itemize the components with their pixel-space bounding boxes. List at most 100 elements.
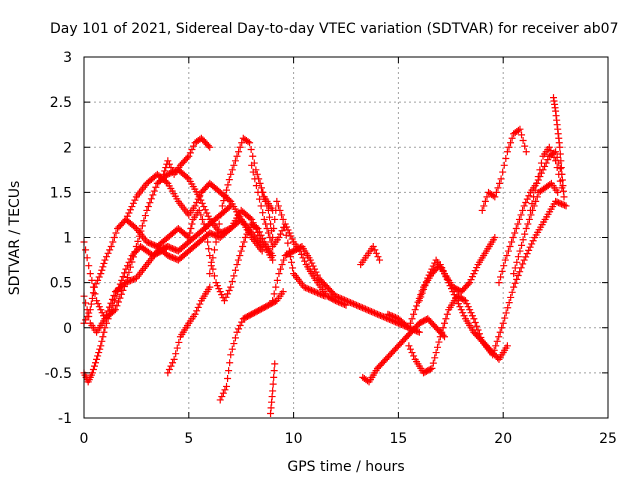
data-point	[360, 304, 368, 312]
data-point	[301, 257, 309, 265]
data-point	[92, 359, 100, 367]
data-point	[415, 328, 423, 336]
data-point	[363, 306, 371, 314]
data-point	[355, 302, 363, 310]
data-point	[303, 284, 311, 292]
data-point	[378, 312, 386, 320]
data-point	[103, 253, 111, 261]
data-point	[270, 224, 278, 232]
data-point	[207, 230, 215, 238]
data-point	[519, 260, 527, 268]
data-point	[113, 302, 121, 310]
data-point	[522, 199, 530, 207]
data-point	[209, 265, 217, 273]
data-point	[152, 183, 160, 191]
y-axis-label: SDTVAR / TECUs	[7, 181, 23, 296]
data-point	[275, 270, 283, 278]
data-point	[501, 256, 509, 264]
data-point	[561, 201, 569, 209]
data-point	[223, 382, 231, 390]
data-point	[477, 334, 485, 342]
data-point	[502, 155, 510, 163]
data-point	[257, 184, 265, 192]
data-point	[505, 299, 513, 307]
y-tick-label: 2.5	[50, 95, 72, 111]
data-point	[191, 202, 199, 210]
data-point	[93, 297, 101, 305]
data-point	[411, 306, 419, 314]
data-point	[185, 234, 193, 241]
data-point	[216, 396, 224, 404]
data-point	[233, 261, 241, 269]
data-point	[269, 234, 277, 241]
data-point	[204, 212, 212, 220]
data-point	[212, 238, 220, 246]
data-point	[167, 164, 175, 172]
data-point	[467, 309, 475, 317]
data-point	[204, 238, 212, 246]
data-point	[149, 191, 157, 199]
data-point	[375, 311, 383, 319]
data-point	[265, 213, 273, 221]
data-point	[279, 288, 287, 296]
data-point	[313, 271, 321, 279]
data-point	[526, 243, 534, 251]
data-point	[504, 304, 512, 312]
data-point	[207, 262, 215, 270]
data-point	[418, 289, 426, 297]
data-point	[270, 373, 278, 381]
data-point	[308, 286, 316, 294]
y-tick-label: 1	[63, 231, 72, 247]
data-point	[468, 312, 476, 320]
data-point	[284, 239, 292, 247]
data-point	[230, 161, 238, 169]
data-point	[406, 319, 414, 327]
data-point	[560, 193, 568, 201]
data-point	[209, 254, 217, 262]
data-point	[366, 307, 374, 315]
data-point	[215, 233, 223, 241]
data-point	[186, 229, 194, 237]
data-point	[508, 238, 516, 246]
data-point	[257, 231, 265, 239]
data-point	[226, 359, 234, 367]
data-point	[278, 261, 286, 269]
data-point	[233, 328, 241, 336]
data-point	[228, 166, 236, 174]
data-point	[514, 220, 522, 228]
data-point	[503, 148, 511, 156]
data-point	[528, 240, 536, 248]
data-point	[432, 349, 440, 357]
data-point	[520, 256, 528, 264]
data-point	[106, 310, 114, 318]
data-point	[129, 199, 137, 207]
data-point	[333, 293, 341, 301]
data-point	[220, 297, 228, 305]
data-point	[272, 283, 280, 291]
data-point	[98, 337, 106, 345]
x-tick-label: 5	[184, 431, 193, 447]
data-point	[213, 282, 221, 290]
axis-ticks	[83, 56, 609, 419]
data-point	[367, 308, 375, 316]
data-point	[320, 292, 328, 300]
data-point	[88, 294, 96, 302]
data-point	[317, 290, 325, 298]
data-point	[346, 299, 354, 307]
data-point	[467, 276, 475, 284]
series-track-20	[478, 125, 530, 214]
data-point	[537, 159, 545, 167]
data-point	[82, 316, 90, 324]
data-point	[146, 239, 154, 247]
data-point	[249, 152, 257, 160]
data-point	[410, 352, 418, 360]
data-point	[194, 303, 202, 311]
data-point	[558, 200, 566, 208]
data-point	[494, 184, 502, 192]
data-point	[108, 295, 116, 303]
data-point	[175, 338, 183, 346]
data-point	[114, 298, 122, 306]
data-point	[536, 166, 544, 174]
data-point	[170, 355, 178, 363]
data-point	[501, 314, 509, 322]
